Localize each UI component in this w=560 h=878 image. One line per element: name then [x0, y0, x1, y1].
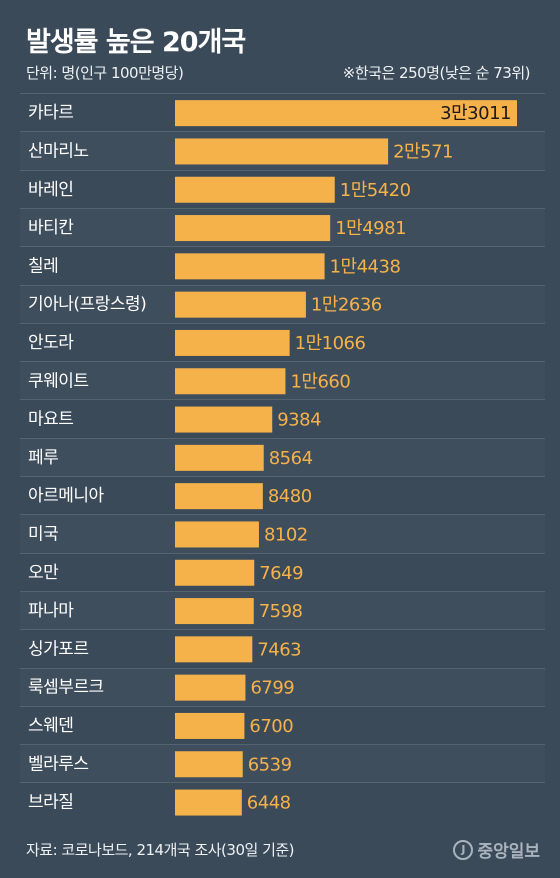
value-label: 7598	[259, 601, 303, 622]
value-label: 2만571	[393, 141, 453, 162]
value-label: 1만1066	[295, 333, 366, 354]
bar	[175, 100, 517, 127]
bar	[175, 674, 246, 701]
bar-chart: 카타르 3만3011 산마리노 2만571 바레인 1만5420 바티칸 1만4981 칠레 1만…	[20, 93, 545, 821]
value-label: 1만4438	[330, 256, 401, 277]
bar	[175, 138, 389, 165]
value-label: 7649	[259, 563, 303, 584]
row-band	[20, 476, 545, 514]
logo-text: 중앙일보	[477, 842, 540, 862]
bar	[175, 712, 245, 739]
bar	[175, 329, 290, 356]
bar	[175, 598, 254, 625]
subtitle-row: 단위: 명(인구 100만명당) ※한국은 250명(낮은 순 73위)	[26, 62, 531, 83]
value-label: 8480	[268, 486, 312, 507]
category-label: 산마리노	[28, 141, 89, 161]
value-label: 7463	[257, 639, 301, 660]
value-label: 1만2636	[311, 295, 382, 316]
row-band	[20, 552, 545, 591]
bars-svg: 카타르 3만3011 산마리노 2만571 바레인 1만5420 바티칸 1만4981 칠레 1만…	[28, 100, 517, 816]
bar	[175, 368, 286, 395]
value-label: 3만3011	[440, 103, 511, 124]
row-band	[20, 514, 545, 552]
row-band	[20, 361, 545, 399]
category-label: 미국	[28, 524, 58, 544]
value-label: 8564	[269, 448, 313, 469]
category-label: 기아나(프랑스령)	[28, 295, 146, 315]
category-label: 브라질	[28, 793, 73, 813]
bar	[175, 751, 243, 778]
bar	[175, 291, 306, 318]
category-label: 바레인	[28, 180, 73, 200]
row-band	[20, 399, 545, 437]
row-band	[20, 284, 545, 323]
chart-title: 발생률 높은 20개국	[26, 27, 246, 58]
category-label: 파나마	[28, 601, 74, 621]
category-label: 칠레	[28, 256, 58, 276]
row-band	[20, 207, 545, 246]
category-label: 안도라	[28, 333, 74, 353]
bar	[175, 789, 242, 816]
category-label: 마요트	[28, 410, 73, 430]
category-label: 바티칸	[28, 218, 74, 238]
row-band	[20, 322, 545, 361]
value-label: 9384	[277, 410, 321, 431]
row-band	[20, 705, 545, 744]
category-label: 오만	[28, 563, 59, 583]
publisher-logo: J 중앙일보	[453, 837, 540, 862]
logo-mark-icon: J	[453, 839, 474, 860]
bar	[175, 483, 263, 510]
row-band	[20, 590, 545, 629]
unit-label: 단위: 명(인구 100만명당)	[26, 64, 184, 82]
bar	[175, 559, 255, 586]
category-label: 벨라루스	[28, 754, 89, 774]
bar	[175, 253, 325, 280]
category-label: 싱가포르	[28, 639, 89, 659]
bar	[175, 176, 335, 203]
bar	[175, 406, 273, 433]
row-band	[20, 744, 545, 782]
value-label: 6799	[250, 678, 294, 699]
korea-note: ※한국은 250명(낮은 순 73위)	[342, 64, 531, 82]
row-band	[20, 782, 545, 820]
value-label: 6539	[248, 754, 292, 775]
value-label: 1만5420	[340, 180, 411, 201]
value-label: 6700	[249, 716, 293, 737]
category-label: 아르메니아	[28, 486, 105, 506]
row-band	[20, 629, 545, 667]
value-label: 1만4981	[335, 218, 406, 239]
category-label: 룩셈부르크	[28, 678, 104, 698]
bar	[175, 521, 259, 548]
row-band	[20, 667, 545, 706]
category-label: 페루	[28, 448, 58, 468]
value-label: 1만660	[290, 371, 350, 392]
bar	[175, 636, 253, 663]
category-label: 스웨덴	[28, 716, 73, 736]
row-band	[20, 246, 545, 284]
value-label: 6448	[247, 793, 291, 814]
row-band	[20, 437, 545, 476]
bar	[175, 444, 264, 471]
category-label: 카타르	[28, 103, 73, 123]
row-band	[20, 93, 545, 131]
row-band	[20, 169, 545, 208]
value-label: 8102	[264, 524, 308, 545]
category-label: 쿠웨이트	[28, 371, 89, 391]
source-note: 자료: 코로나보드, 214개국 조사(30일 기준)	[26, 841, 295, 859]
bar	[175, 215, 331, 242]
row-band	[20, 131, 545, 169]
